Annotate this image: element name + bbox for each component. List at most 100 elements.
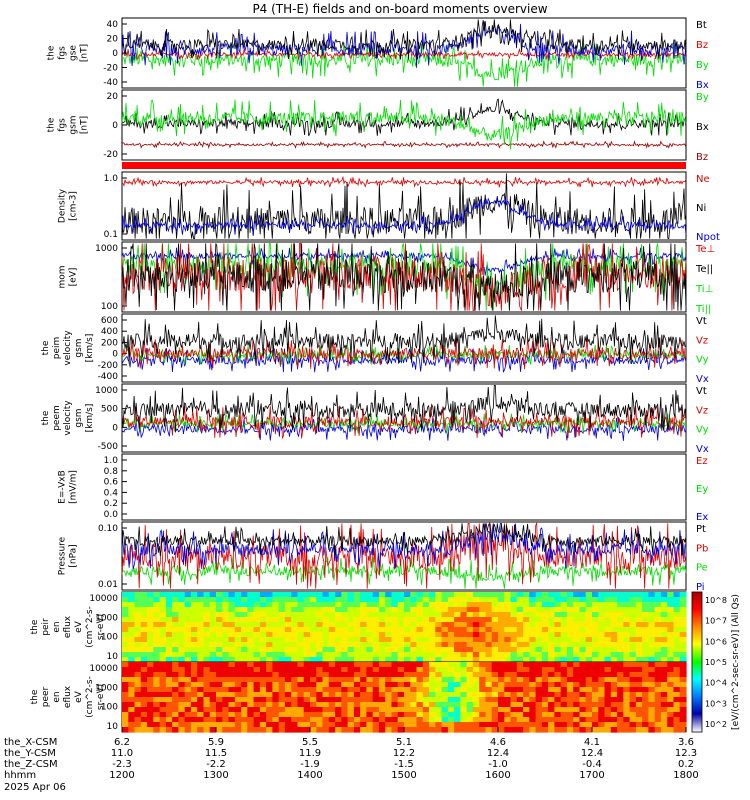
heatmap-cell [297, 602, 305, 608]
heatmap-cell [585, 667, 593, 673]
heatmap-cell [629, 667, 637, 673]
heatmap-cell [360, 592, 367, 598]
heatmap-cell [510, 617, 518, 623]
legend-entry: Vx [696, 444, 709, 455]
heatmap-cell [197, 662, 205, 668]
heatmap-cell [485, 652, 493, 658]
heatmap-cell [585, 637, 593, 643]
heatmap-cell [134, 712, 142, 718]
heatmap-cell [178, 647, 186, 653]
heatmap-cell [366, 612, 374, 618]
heatmap-cell [541, 702, 549, 708]
heatmap-cell [147, 637, 154, 643]
heatmap-cell [347, 712, 355, 718]
heatmap-cell [360, 627, 367, 633]
heatmap-cell [617, 647, 624, 653]
heatmap-cell [247, 632, 255, 638]
ephemeris-value: 12.4 [487, 748, 509, 759]
heatmap-cell [598, 697, 606, 703]
heatmap-cell [316, 692, 324, 698]
heatmap-cell [516, 717, 524, 723]
heatmap-cell [573, 637, 581, 643]
heatmap-cell [610, 607, 618, 613]
heatmap-cell [510, 717, 518, 723]
heatmap-cell [660, 607, 668, 613]
heatmap-cell [629, 612, 637, 618]
heatmap-cell [485, 617, 493, 623]
heatmap-cell [466, 637, 474, 643]
heatmap-cell [629, 597, 637, 603]
heatmap-cell [573, 727, 581, 733]
heatmap-cell [573, 722, 581, 728]
heatmap-cell [529, 677, 537, 683]
heatmap-cell [172, 702, 179, 708]
heatmap-cell [598, 672, 606, 678]
heatmap-cell [122, 717, 129, 723]
heatmap-cell [216, 632, 223, 638]
heatmap-cell [278, 702, 286, 708]
heatmap-cell [385, 627, 393, 633]
heatmap-cell [316, 622, 324, 628]
heatmap-cell [516, 592, 524, 598]
heatmap-cell [134, 697, 142, 703]
heatmap-cell [159, 622, 167, 628]
heatmap-cell [159, 717, 167, 723]
heatmap-cell [360, 657, 367, 663]
heatmap-cell [228, 652, 236, 658]
heatmap-cell [504, 712, 512, 718]
heatmap-cell [197, 602, 205, 608]
heatmap-cell [573, 707, 581, 713]
heatmap-cell [147, 592, 154, 598]
heatmap-cell [397, 682, 405, 688]
heatmap-cell [147, 692, 154, 698]
heatmap-cell [592, 677, 599, 683]
heatmap-cell [566, 702, 574, 708]
heatmap-cell [372, 632, 380, 638]
heatmap-cell [541, 712, 549, 718]
heatmap-cell [510, 607, 518, 613]
colorbar-tick: 10^3 [705, 699, 727, 708]
heatmap-cell [216, 692, 223, 698]
heatmap-cell [554, 667, 562, 673]
heatmap-cell [466, 657, 474, 663]
heatmap-cell [272, 692, 280, 698]
heatmap-cell [604, 597, 612, 603]
heatmap-cell [623, 647, 631, 653]
heatmap-cell [422, 642, 430, 648]
legend-entry: Te|| [695, 264, 713, 275]
ephemeris-value: 12.2 [393, 748, 415, 759]
heatmap-cell [429, 607, 436, 613]
series-line-Vt [121, 315, 686, 364]
heatmap-cell [165, 672, 173, 678]
heatmap-cell [397, 702, 405, 708]
heatmap-cell [460, 712, 468, 718]
heatmap-cell [222, 622, 230, 628]
heatmap-cell [353, 632, 361, 638]
heatmap-cell [216, 652, 223, 658]
heatmap-cell [592, 637, 599, 643]
heatmap-cell [573, 642, 581, 648]
heatmap-cell [310, 707, 317, 713]
heatmap-cell [335, 612, 342, 618]
heatmap-cell [667, 682, 675, 688]
heatmap-cell [190, 597, 198, 603]
heatmap-cell [391, 657, 399, 663]
heatmap-cell [673, 662, 681, 668]
heatmap-cell [353, 687, 361, 693]
heatmap-cell [585, 617, 593, 623]
heatmap-cell [516, 607, 524, 613]
heatmap-cell [660, 677, 668, 683]
heatmap-cell [535, 627, 543, 633]
heatmap-cell [165, 642, 173, 648]
heatmap-cell [535, 622, 543, 628]
heatmap-cell [184, 722, 192, 728]
heatmap-cell [278, 722, 286, 728]
heatmap-cell [197, 687, 205, 693]
heatmap-cell [410, 597, 418, 603]
heatmap-cell [247, 672, 255, 678]
heatmap-cell [234, 727, 242, 733]
heatmap-cell [604, 692, 612, 698]
ylabel-peir_flux: en [52, 621, 62, 632]
heatmap-cell [341, 657, 349, 663]
heatmap-cell [573, 592, 581, 598]
